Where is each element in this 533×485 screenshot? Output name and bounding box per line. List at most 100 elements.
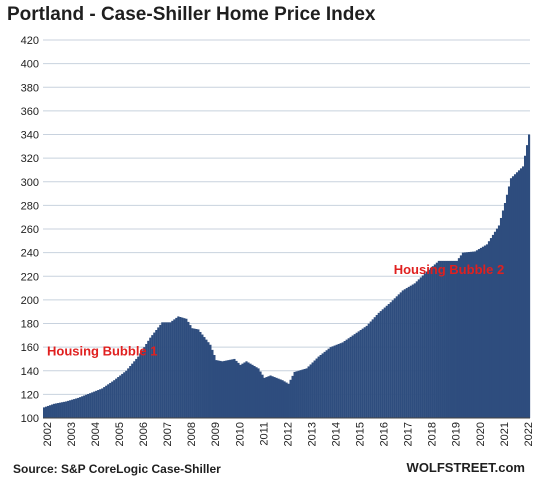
y-tick-label: 180 — [21, 319, 39, 331]
bar — [97, 390, 100, 418]
bar — [233, 358, 236, 418]
bar — [45, 406, 48, 418]
annotation-label: Housing Bubble 2 — [394, 262, 505, 277]
y-tick-label: 220 — [21, 271, 39, 283]
bar — [433, 264, 436, 418]
x-tick-label: 2008 — [186, 422, 198, 446]
bar — [301, 369, 304, 418]
bar — [461, 252, 465, 419]
bar — [49, 405, 52, 418]
bar — [207, 342, 210, 418]
bar — [369, 321, 372, 418]
bar — [75, 398, 78, 418]
bar — [509, 178, 513, 418]
bar — [479, 247, 483, 418]
bar — [399, 292, 402, 418]
bar — [91, 392, 94, 418]
bar — [473, 251, 477, 418]
bar — [249, 363, 252, 418]
bar — [257, 368, 260, 418]
bar — [469, 251, 473, 418]
bar — [387, 304, 390, 418]
bar — [269, 375, 272, 418]
bar — [243, 362, 246, 418]
y-tick-label: 400 — [21, 59, 39, 71]
bar — [189, 325, 192, 418]
bar — [467, 252, 471, 418]
bar — [489, 238, 493, 418]
bar — [367, 323, 370, 418]
x-tick-label: 2016 — [379, 422, 391, 446]
bar — [247, 362, 250, 418]
bar — [131, 363, 134, 418]
bar — [351, 335, 354, 418]
bar — [511, 176, 515, 418]
bar — [347, 338, 350, 418]
bar — [123, 372, 126, 418]
bar — [85, 394, 88, 418]
x-tick-label: 2022 — [523, 422, 533, 446]
x-tick-label: 2007 — [162, 422, 174, 446]
bar — [513, 174, 517, 418]
bar — [163, 322, 166, 418]
bar — [528, 134, 531, 418]
bar — [457, 258, 460, 418]
bar — [311, 362, 314, 418]
bar — [395, 296, 398, 418]
bar — [95, 390, 98, 418]
bar — [431, 266, 434, 418]
bar — [129, 366, 132, 418]
bar — [445, 260, 448, 418]
bar — [171, 320, 174, 418]
bar — [135, 358, 138, 418]
bar — [335, 344, 338, 418]
y-tick-label: 420 — [21, 35, 39, 47]
bar — [173, 319, 176, 418]
bar — [401, 290, 404, 418]
bar — [421, 275, 424, 418]
bar — [333, 345, 336, 418]
bar — [525, 145, 529, 418]
bar — [161, 322, 164, 418]
bar — [353, 334, 356, 418]
source-note: Source: S&P CoreLogic Case-Shiller — [13, 462, 221, 476]
bar — [109, 382, 112, 418]
bar — [127, 368, 130, 418]
bar — [73, 399, 76, 418]
bar — [419, 277, 422, 418]
bar — [309, 364, 312, 418]
bar — [441, 260, 444, 418]
bar — [255, 367, 258, 418]
annotation-label: Housing Bubble 1 — [47, 343, 158, 358]
bar — [341, 342, 344, 418]
bar — [101, 388, 104, 418]
bar — [493, 231, 497, 418]
bar — [409, 285, 412, 418]
bar — [491, 234, 495, 418]
bar — [487, 241, 491, 418]
bar — [231, 359, 234, 418]
bar — [193, 328, 196, 418]
bar — [67, 400, 70, 418]
bar — [497, 225, 501, 418]
y-tick-label: 240 — [21, 248, 39, 260]
bar — [43, 407, 46, 418]
y-tick-label: 100 — [21, 413, 39, 425]
x-tick-label: 2006 — [138, 422, 150, 446]
bar — [149, 337, 152, 418]
bar — [187, 321, 190, 418]
y-tick-label: 140 — [21, 366, 39, 378]
bar — [181, 317, 184, 418]
bar — [221, 361, 224, 418]
bar — [191, 328, 194, 418]
bar — [107, 384, 110, 418]
bar — [439, 260, 442, 418]
bar — [63, 401, 66, 418]
bar — [397, 294, 400, 418]
x-tick-label: 2020 — [475, 422, 487, 446]
bar — [151, 335, 154, 418]
bar — [323, 351, 326, 418]
bar — [145, 343, 148, 418]
x-tick-label: 2019 — [451, 422, 463, 446]
